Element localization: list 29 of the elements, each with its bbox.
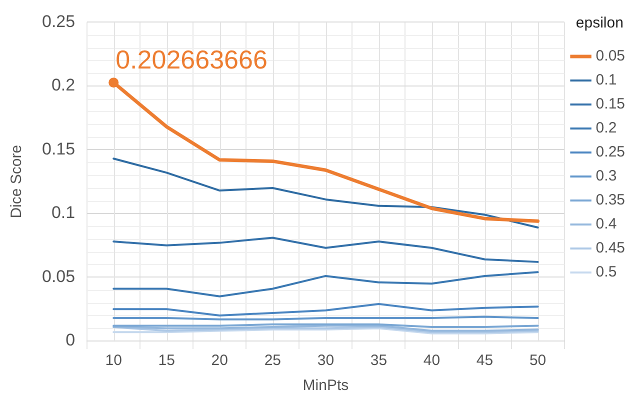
y-axis-title: Dice Score [8, 144, 26, 218]
y-tick-label: 0.1 [51, 203, 76, 222]
x-tick-label: 50 [529, 352, 546, 370]
legend-title: epsilon [576, 14, 624, 32]
x-tick-label: 35 [370, 352, 388, 370]
x-tick-label: 45 [476, 352, 494, 370]
y-tick-label: 0.25 [42, 12, 76, 31]
legend-label: 0.05 [596, 48, 626, 65]
legend-label: 0.1 [596, 72, 617, 89]
legend-label: 0.15 [596, 96, 626, 113]
legend-label: 0.45 [596, 240, 626, 257]
y-tick-label: 0.2 [51, 76, 76, 95]
annotation: 0.202663666 [116, 44, 268, 75]
x-tick-label: 30 [317, 352, 334, 370]
x-tick-label: 15 [158, 352, 175, 370]
legend-label: 0.3 [596, 168, 617, 185]
legend-label: 0.35 [596, 192, 626, 209]
legend-label: 0.2 [596, 120, 617, 137]
x-tick-label: 25 [264, 352, 282, 370]
y-tick-label: 0 [66, 330, 76, 350]
x-tick-label: 20 [211, 352, 228, 370]
legend-label: 0.4 [596, 216, 617, 233]
legend-label: 0.5 [596, 264, 617, 281]
legend-label: 0.25 [596, 144, 626, 161]
x-tick-label: 40 [423, 352, 440, 370]
x-axis-title: MinPts [302, 377, 349, 394]
y-tick-label: 0.15 [42, 139, 76, 158]
x-tick-label: 10 [105, 352, 122, 370]
y-tick-label: 0.05 [42, 266, 76, 286]
